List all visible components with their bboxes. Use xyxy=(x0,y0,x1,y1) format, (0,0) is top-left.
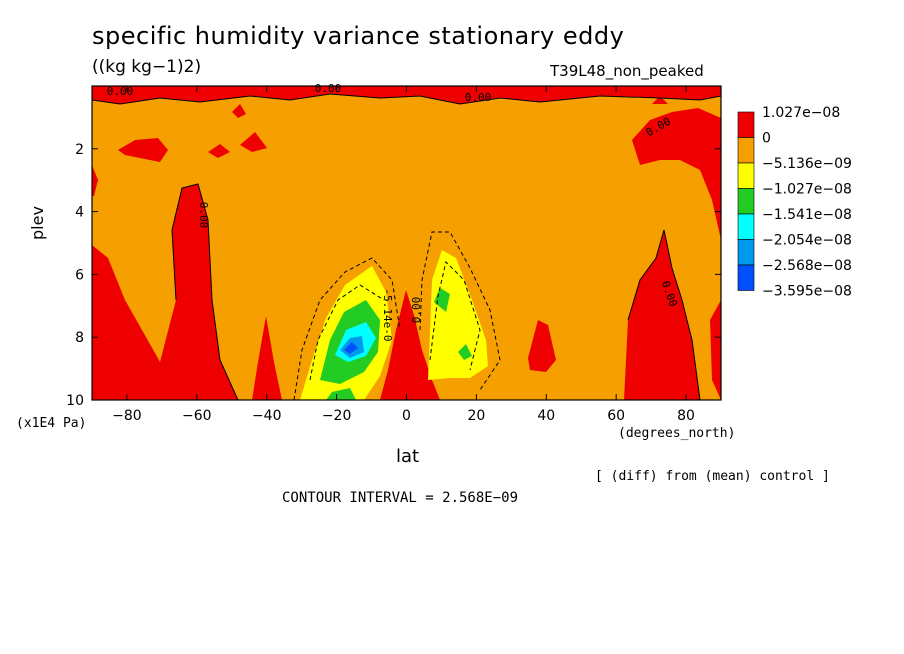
legend-swatch xyxy=(737,213,755,240)
x-tick-label: −40 xyxy=(252,408,282,424)
y-tick-label: 2 xyxy=(75,142,84,158)
legend-label: −2.568e−08 xyxy=(762,258,852,274)
legend-swatch xyxy=(737,137,755,164)
legend-label: −1.027e−08 xyxy=(762,182,852,198)
contour-label: 0.00 xyxy=(107,85,134,98)
y-tick-label: 4 xyxy=(75,205,84,221)
contour-label: 0.00 xyxy=(410,297,423,324)
positive-region-right-edge xyxy=(632,108,721,240)
y-unit-note: (x1E4 Pa) xyxy=(16,416,87,431)
contour-label: -5.14e-0 xyxy=(381,289,394,342)
contour-interval: CONTOUR INTERVAL = 2.568E−09 xyxy=(282,490,519,506)
x-unit-note: (degrees_north) xyxy=(618,426,736,441)
y-tick-label: 6 xyxy=(75,267,84,283)
contour-line xyxy=(309,284,385,381)
zero-contour xyxy=(627,229,701,400)
legend-label: 1.027e−08 xyxy=(762,105,840,121)
positive-cell xyxy=(208,144,230,158)
legend-swatch xyxy=(737,188,755,215)
contour-line xyxy=(419,231,501,391)
legend-swatch xyxy=(737,264,755,291)
positive-cell xyxy=(240,132,267,152)
legend: 1.027e−08 0 −5.136e−09 −1.027e−08 −1.541e−08… xyxy=(737,105,852,300)
positive-cell xyxy=(118,138,168,162)
x-tick-label: 60 xyxy=(607,408,625,424)
contour-field xyxy=(92,86,721,400)
y-tick-label: 8 xyxy=(75,330,84,346)
legend-swatch xyxy=(737,239,755,266)
positive-region-left-edge xyxy=(92,165,98,196)
x-tick-label: −80 xyxy=(112,408,142,424)
x-tick-label: 40 xyxy=(537,408,555,424)
positive-cell xyxy=(528,320,556,372)
legend-label: −2.054e−08 xyxy=(762,233,852,249)
contour-label: 0.00 xyxy=(315,82,342,95)
axes: −80 −60 −40 −20 0 20 40 60 80 2 4 6 8 10 xyxy=(66,86,721,424)
y-tick-label: 10 xyxy=(66,393,84,409)
positive-cell xyxy=(232,104,246,118)
zero-contour xyxy=(92,93,721,105)
legend-label: 0 xyxy=(762,131,771,147)
positive-cell xyxy=(252,316,282,400)
diff-note: [ (diff) from (mean) control ] xyxy=(595,469,830,484)
positive-cell xyxy=(652,96,668,104)
zero-contours xyxy=(92,93,721,400)
x-tick-label: −60 xyxy=(182,408,212,424)
positive-region-right xyxy=(624,230,700,400)
contour-line xyxy=(293,257,401,400)
x-tick-label: 20 xyxy=(467,408,485,424)
positive-region-right-edge xyxy=(710,300,721,400)
negative-lobe-right-yellow xyxy=(428,250,488,380)
x-tick-label: 0 xyxy=(402,408,411,424)
negative-lobe-right-green xyxy=(458,344,472,360)
run-label: T39L48_non_peaked xyxy=(550,62,704,80)
legend-swatch xyxy=(737,111,755,138)
legend-label: −5.136e−09 xyxy=(762,156,852,172)
contour-line xyxy=(429,261,481,371)
positive-region-left xyxy=(92,184,238,400)
legend-swatch xyxy=(737,162,755,189)
legend-label: −1.541e−08 xyxy=(762,207,852,223)
positive-region-center xyxy=(380,290,440,400)
negative-lobe-left-core xyxy=(344,342,358,354)
legend-label: −3.595e−08 xyxy=(762,284,852,300)
zero-contour xyxy=(171,183,239,400)
chart-title: specific humidity variance stationary ed… xyxy=(92,22,625,50)
contour-label: 0.00 xyxy=(197,202,210,229)
negative-cell-bottom xyxy=(326,388,356,400)
x-tick-label: 80 xyxy=(677,408,695,424)
contour-label: 0.00 xyxy=(465,91,492,104)
contour-lines xyxy=(293,231,501,400)
x-axis-label: lat xyxy=(396,446,420,467)
x-tick-label: −20 xyxy=(322,408,352,424)
chart-units: ((kg kg−1)2) xyxy=(92,57,202,77)
